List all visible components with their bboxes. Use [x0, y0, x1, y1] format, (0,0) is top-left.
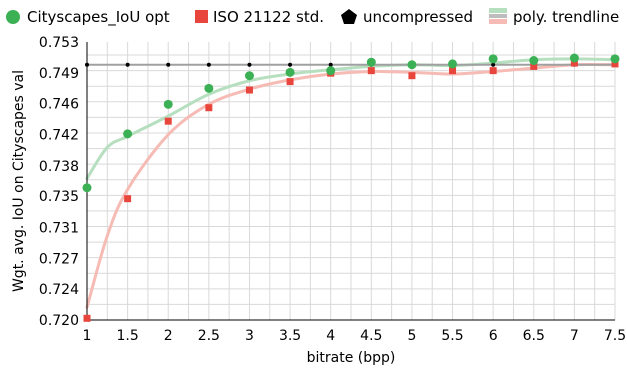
- data-markers: [82, 53, 620, 322]
- iso-point: [164, 117, 172, 125]
- cityscapes-point: [82, 183, 92, 193]
- cityscapes-point: [569, 53, 579, 63]
- cityscapes-point: [529, 56, 539, 66]
- y-axis-label: Wgt. avg. IoU on Cityscapes val: [11, 70, 27, 292]
- cityscapes-point: [407, 60, 417, 70]
- iso-point: [124, 195, 132, 203]
- x-tick-label: 7.5: [604, 328, 626, 344]
- cityscapes-point: [488, 54, 498, 64]
- x-tick-label: 1: [83, 328, 92, 344]
- uncompressed-point: [166, 62, 171, 67]
- x-tick-label: 2.5: [198, 328, 220, 344]
- x-tick-label: 2: [164, 328, 173, 344]
- uncompressed-point: [491, 62, 496, 67]
- legend-label-trendline: poly. trendline: [513, 8, 619, 26]
- uncompressed-point: [247, 62, 252, 67]
- legend-marker-trendline: [489, 8, 507, 24]
- iso-point: [245, 86, 253, 94]
- legend-label-iso: ISO 21122 std.: [213, 8, 324, 26]
- x-tick-label: 3: [245, 328, 254, 344]
- iso-point: [83, 314, 91, 322]
- cityscapes-point: [448, 59, 458, 69]
- x-axis-label: bitrate (bpp): [307, 350, 396, 366]
- iso-point: [449, 67, 457, 75]
- cityscapes-point: [285, 67, 295, 77]
- y-tick-label: 0.742: [39, 128, 79, 144]
- y-tick-label: 0.738: [39, 159, 79, 175]
- cityscapes-point: [163, 99, 173, 109]
- grid: [86, 42, 616, 321]
- iso-point: [286, 78, 294, 86]
- axes: [86, 42, 615, 321]
- y-tick-label: 0.753: [39, 35, 79, 51]
- uncompressed-point: [206, 62, 211, 67]
- cityscapes-point: [123, 129, 133, 139]
- uncompressed-point: [328, 62, 333, 67]
- x-tick-label: 5.5: [441, 328, 463, 344]
- x-tick-label: 7: [570, 328, 579, 344]
- tick-labels: 1 1.5 2 2.5 3 3.5 4 4.5 5 5.5 6 6.5 7 7.5 0.720 0.724 0.…: [39, 35, 626, 344]
- y-tick-label: 0.746: [39, 96, 79, 112]
- cityscapes-point: [366, 57, 376, 67]
- cityscapes-point: [244, 71, 254, 81]
- cityscapes-point: [326, 66, 336, 76]
- uncompressed-point: [85, 62, 89, 67]
- y-tick-label: 0.749: [39, 66, 79, 82]
- cityscapes-point: [204, 83, 214, 93]
- y-tick-label: 0.724: [39, 282, 79, 298]
- y-tick-label: 0.735: [39, 189, 79, 205]
- x-tick-label: 4.5: [360, 328, 382, 344]
- iso-point: [489, 67, 497, 75]
- x-tick-label: 4: [326, 328, 335, 344]
- iso-point: [408, 72, 416, 80]
- y-tick-label: 0.731: [39, 220, 79, 236]
- legend-marker-cityscapes: [6, 10, 20, 24]
- legend-label-uncompressed: uncompressed: [363, 8, 473, 26]
- x-tick-label: 6: [489, 328, 498, 344]
- iso-point: [570, 59, 578, 67]
- y-tick-label: 0.720: [39, 313, 79, 329]
- x-tick-label: 3.5: [279, 328, 301, 344]
- cityscapes-point: [610, 54, 620, 64]
- y-tick-label: 0.727: [39, 252, 79, 268]
- iso-point: [530, 62, 538, 70]
- x-tick-label: 6.5: [523, 328, 545, 344]
- uncompressed-point: [125, 62, 130, 67]
- x-tick-label: 1.5: [116, 328, 138, 344]
- legend-label-cityscapes: Cityscapes_IoU opt: [27, 8, 170, 27]
- x-tick-label: 5: [407, 328, 416, 344]
- iso-point: [205, 104, 213, 112]
- legend: Cityscapes_IoU opt ISO 21122 std. uncomp…: [6, 8, 619, 27]
- uncompressed-point: [288, 62, 293, 67]
- legend-marker-iso: [195, 10, 208, 23]
- iso-point: [611, 60, 619, 68]
- legend-marker-uncompressed: [341, 9, 357, 24]
- iso-point: [367, 67, 375, 75]
